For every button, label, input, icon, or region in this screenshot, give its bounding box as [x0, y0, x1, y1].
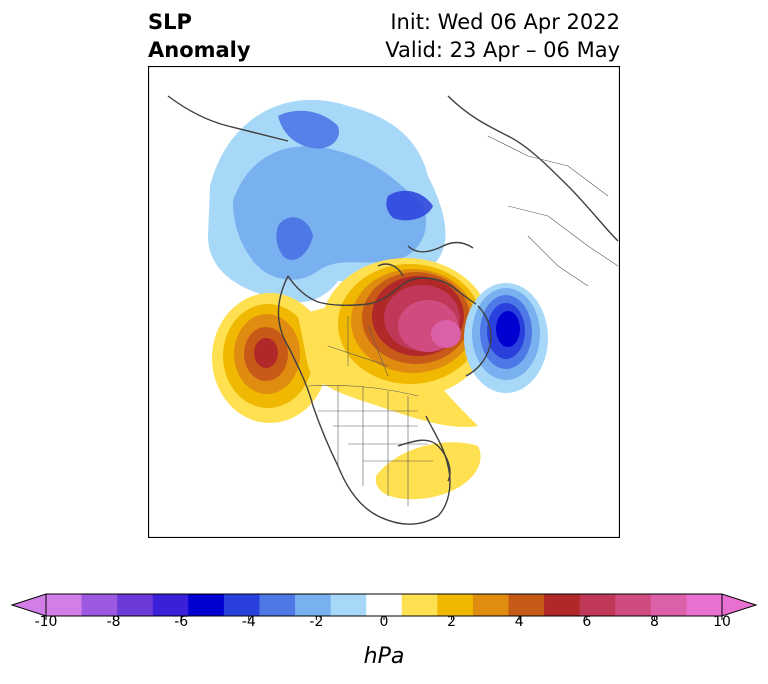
colorbar-tick-label: 8 — [650, 614, 659, 628]
colorbar-tick-label: 10 — [713, 614, 731, 628]
colorbar-tick-label: 4 — [515, 614, 524, 628]
colorbar-swatch — [223, 594, 260, 616]
colorbar-tick-label: 2 — [447, 614, 456, 628]
colorbar-swatch — [401, 594, 438, 616]
valid-range: Valid: 23 Apr – 06 May — [385, 38, 620, 62]
coastlines — [167, 95, 619, 525]
map-title: SLP Anomaly — [148, 8, 251, 64]
colorbar-extend-high — [721, 593, 758, 617]
colorbar-tick-label: -2 — [309, 614, 323, 628]
colorbar-tick-label: -6 — [174, 614, 188, 628]
colorbar: -10 -8 -6 -4 -2 0 2 4 6 8 10 — [10, 593, 758, 628]
valid-period: Init: Wed 06 Apr 2022 Valid: 23 Apr – 06… — [385, 8, 620, 64]
slp-anomaly-map — [148, 66, 620, 538]
colorbar-swatch — [295, 594, 332, 616]
colorbar-swatch — [46, 594, 83, 616]
colorbar-swatch — [508, 594, 545, 616]
title-line-1: SLP — [148, 10, 192, 34]
colorbar-swatch — [615, 594, 652, 616]
colorbar-extend-low — [10, 593, 47, 617]
colorbar-swatch — [650, 594, 687, 616]
colorbar-unit: hPa — [363, 644, 405, 669]
colorbar-swatch — [188, 594, 225, 616]
political-borders — [307, 135, 619, 506]
colorbar-swatch — [259, 594, 296, 616]
colorbar-swatch — [579, 594, 616, 616]
negative-anomaly-north-atlantic — [464, 283, 548, 393]
colorbar-swatch — [437, 594, 474, 616]
colorbar-swatch — [366, 594, 403, 616]
colorbar-swatch — [152, 594, 189, 616]
colorbar-swatch — [81, 594, 118, 616]
init-date: Init: Wed 06 Apr 2022 — [390, 10, 620, 34]
negative-anomaly-eurasia — [208, 99, 446, 303]
colorbar-swatch — [544, 594, 581, 616]
colorbar-swatch — [117, 594, 154, 616]
colorbar-swatch — [330, 594, 367, 616]
colorbar-tick-label: -8 — [107, 614, 121, 628]
colorbar-swatch — [472, 594, 510, 616]
colorbar-tick-label: -4 — [242, 614, 256, 628]
colorbar-tick-label: 6 — [582, 614, 591, 628]
positive-anomaly-southeast-us — [375, 442, 481, 500]
colorbar-tick-label: 0 — [380, 614, 389, 628]
colorbar-swatch — [686, 594, 723, 616]
colorbar-tick-label: -10 — [35, 614, 58, 628]
title-line-2: Anomaly — [148, 38, 251, 62]
